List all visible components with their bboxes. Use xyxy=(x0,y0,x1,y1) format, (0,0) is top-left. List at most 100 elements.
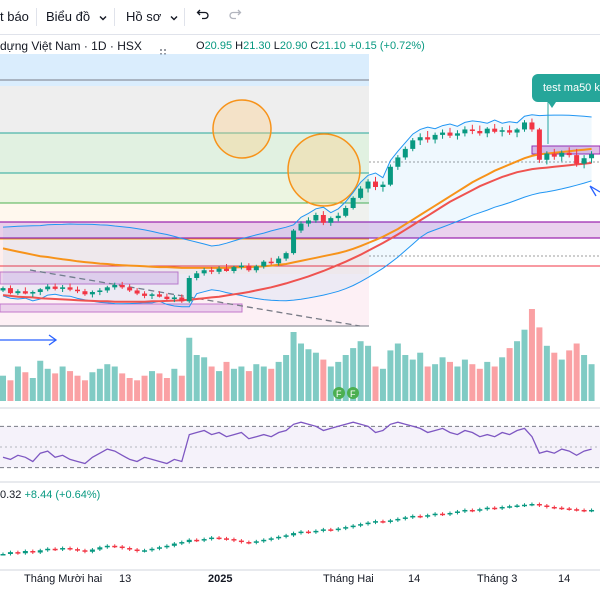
candle-body xyxy=(298,223,304,231)
index-candle xyxy=(67,548,73,550)
volume-bar xyxy=(454,366,461,401)
index-candle xyxy=(581,509,587,512)
undo-icon xyxy=(196,9,209,20)
candle-body xyxy=(499,130,505,132)
index-candle xyxy=(82,550,88,552)
volume-bar xyxy=(357,341,364,401)
volume-bar xyxy=(230,368,237,401)
callout-pointer xyxy=(548,102,556,108)
candle-body xyxy=(387,166,393,185)
undo-button[interactable] xyxy=(196,7,210,27)
bollinger-upper xyxy=(2,114,592,247)
volume-bar xyxy=(268,368,275,401)
index-candle xyxy=(559,507,565,510)
chevron-down-icon xyxy=(99,15,107,21)
index-value: 0.32 xyxy=(0,489,22,501)
volume-bar xyxy=(74,375,81,401)
rsi-pane xyxy=(0,421,600,469)
chart-menu-button[interactable]: Biểu đồ xyxy=(46,7,108,27)
index-candle xyxy=(0,554,6,556)
symbol-legend: dựng Việt Nam · 1D · HSX xyxy=(0,37,175,55)
index-candle xyxy=(298,531,304,534)
redo-button[interactable] xyxy=(228,7,242,27)
candle-body xyxy=(544,153,550,160)
index-candle xyxy=(89,549,95,552)
volume-bar xyxy=(402,355,409,401)
index-candle xyxy=(358,524,364,526)
candle-body xyxy=(268,261,274,264)
candle-body xyxy=(410,140,416,149)
index-candle xyxy=(492,507,498,510)
template-menu-button[interactable]: Hồ sơ xyxy=(126,7,179,27)
symbol-name[interactable]: dựng Việt Nam · 1D · HSX xyxy=(0,39,142,53)
volume-bar xyxy=(543,345,550,401)
volume-bar xyxy=(424,366,431,401)
alert-button[interactable]: t báo xyxy=(0,9,29,24)
index-candle xyxy=(52,548,58,551)
volume-bar xyxy=(193,355,200,401)
volume-bar xyxy=(461,359,468,401)
index-candle xyxy=(387,520,393,522)
drawings-layer xyxy=(0,99,600,346)
x-tick-label: Tháng Mười hai xyxy=(24,573,103,585)
arrow-head xyxy=(589,185,600,197)
volume-bar xyxy=(432,364,439,401)
index-candle xyxy=(454,511,460,513)
index-candle xyxy=(246,542,252,544)
volume-bar xyxy=(379,368,386,401)
index-candle xyxy=(373,521,378,523)
volume-bar xyxy=(171,368,178,401)
x-tick-label: 14 xyxy=(408,573,421,585)
highlight-circle xyxy=(287,133,361,207)
volume-bar xyxy=(201,357,208,401)
volume-bar xyxy=(245,371,252,401)
volume-bar xyxy=(558,359,565,401)
candle-body xyxy=(52,286,58,289)
event-marker xyxy=(347,387,359,399)
volume-bar xyxy=(409,359,416,401)
index-candle xyxy=(60,548,66,550)
volume-bar xyxy=(551,352,558,401)
index-candle xyxy=(425,515,431,517)
volume-bar xyxy=(290,332,297,401)
index-candle xyxy=(417,515,423,518)
candle-body xyxy=(0,288,6,291)
volume-bar xyxy=(37,360,44,401)
candle-body xyxy=(142,293,148,296)
index-candle xyxy=(343,527,349,529)
candle-body xyxy=(186,278,192,302)
candle-body xyxy=(425,137,431,140)
index-candle xyxy=(440,513,446,516)
fib-zone xyxy=(0,173,369,203)
volume-bar xyxy=(186,337,193,401)
candle-body xyxy=(224,268,229,271)
candle-body xyxy=(313,215,319,221)
volume-bar xyxy=(350,348,357,401)
index-candle xyxy=(134,549,140,552)
candle-body xyxy=(45,286,51,290)
trend-line xyxy=(29,269,361,327)
volume-bar xyxy=(387,350,394,401)
candle-body xyxy=(7,288,13,294)
rsi-line xyxy=(2,421,592,465)
open-value: 20.95 xyxy=(204,40,233,52)
volume-bar xyxy=(320,359,327,401)
index-candle xyxy=(224,538,229,540)
index-candle xyxy=(104,545,110,548)
volume-bar xyxy=(499,357,506,401)
volume-bar xyxy=(134,380,141,401)
top-toolbar: t báo Biểu đồ Hồ sơ xyxy=(0,0,600,35)
volume-bar xyxy=(22,372,29,401)
index-candle xyxy=(15,552,21,554)
index-candle xyxy=(566,508,572,510)
volume-bar xyxy=(528,309,535,401)
volume-bar xyxy=(238,366,245,401)
candle-body xyxy=(127,287,133,291)
x-tick-label: 13 xyxy=(119,573,132,585)
index-candle xyxy=(201,539,207,541)
volume-bar xyxy=(566,350,573,401)
index-candle xyxy=(395,518,401,521)
candle-body xyxy=(529,122,535,130)
annotation-callout[interactable]: test ma50 k xyxy=(532,74,600,102)
